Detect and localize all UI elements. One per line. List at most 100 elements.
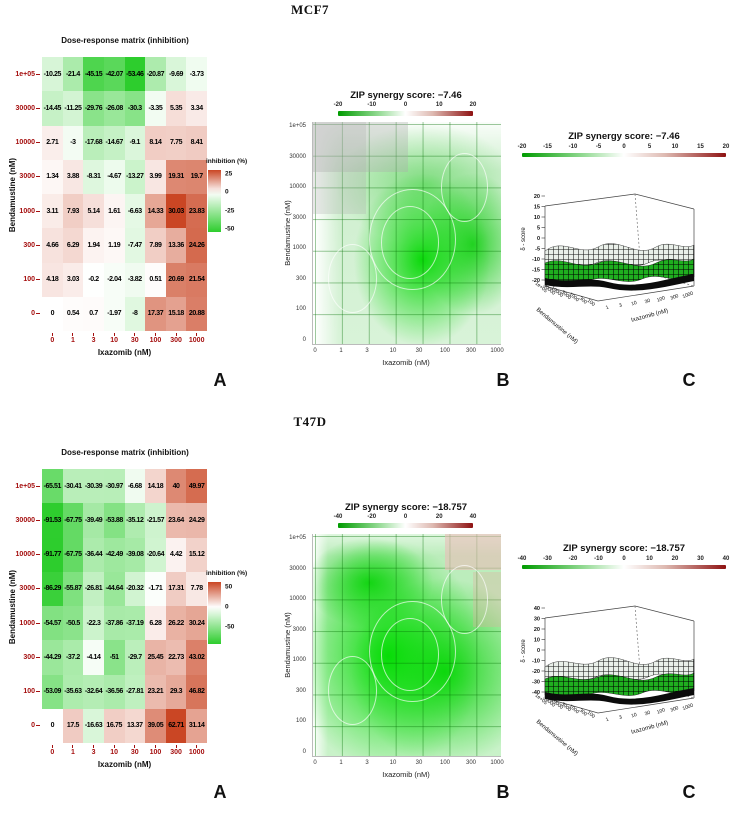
heatmap-cell: 4.66 <box>42 228 63 263</box>
heatmap-cell: 29.3 <box>165 674 187 709</box>
heatmap-cell-value: 1.19 <box>108 241 121 249</box>
heatmap-cell: 17.37 <box>145 296 166 331</box>
heatmap-cell-value: -8.31 <box>86 173 101 181</box>
heatmap-cell-value: -8 <box>132 310 138 318</box>
heatmap-cell: -0.2 <box>83 262 104 297</box>
heatmap-cell: -6.68 <box>124 469 146 504</box>
heatmap-cell: 19.31 <box>165 159 187 194</box>
heatmap-cell: 1.34 <box>42 159 63 194</box>
heatmap-cell: 0 <box>42 708 63 743</box>
heatmap-cell-value: 6.29 <box>66 241 79 249</box>
heatmap-cell-value: -53.46 <box>126 70 144 78</box>
heatmap-col-label: 100 <box>145 333 166 346</box>
surface-z-tick-label: 20 <box>534 194 540 200</box>
surface-colorbar <box>522 565 726 569</box>
heatmap-cell-value: 19.31 <box>168 173 184 181</box>
surface-z-tick-label: -10 <box>532 658 540 664</box>
heatmap-cell: 15.18 <box>165 296 187 331</box>
heatmap-cell-value: 0.7 <box>89 310 98 318</box>
heatmap-cell: -21.4 <box>62 57 84 92</box>
surface-y-axis-label: Bendamustine (nM) <box>535 719 579 757</box>
heatmap-cell-value: 1.94 <box>87 241 100 249</box>
contour-colorbar-tick: 40 <box>469 514 477 520</box>
heatmap-cell: -42.49 <box>103 537 125 572</box>
heatmap-cell: 20.88 <box>186 296 207 331</box>
heatmap-cell-value: -22.3 <box>86 619 101 627</box>
contour-x-tick: 0 <box>313 760 317 766</box>
contour-x-tick-labels: 0 1 3 10 30 100 300 1000 <box>312 347 503 355</box>
heatmap-cell: -55.87 <box>62 571 84 606</box>
heatmap-row-label: 300 <box>0 228 40 262</box>
heatmap-cell: 13.37 <box>124 708 146 743</box>
heatmap-cell-value: 3.88 <box>66 173 79 181</box>
heatmap-cell-value: -67.75 <box>64 516 82 524</box>
heatmap-row-label: 30000 <box>0 91 40 125</box>
contour-y-tick: 3000 <box>292 214 306 221</box>
heatmap-cell: 49.97 <box>186 469 207 504</box>
contour-x-tick: 3 <box>365 760 369 766</box>
contour-y-tick: 100 <box>295 718 306 725</box>
panel-mcf7: MCF7 Dose-response matrix (inhibition) B… <box>0 2 729 390</box>
contour-x-tick: 300 <box>465 348 477 354</box>
contour-title: ZIP synergy score: −7.46 <box>350 90 462 101</box>
surface-y-tick-label: 1000 <box>568 704 581 716</box>
heatmap-cell-value: -37.86 <box>105 619 123 627</box>
heatmap-cell: 17.31 <box>165 571 187 606</box>
heatmap-cell: -65.51 <box>42 469 63 504</box>
heatmap-col-label: 1000 <box>186 333 207 346</box>
heatmap-cell: -32.64 <box>83 674 104 709</box>
heatmap-cell-value: -51 <box>109 653 119 661</box>
surface-z-tick-label: 0 <box>537 236 540 242</box>
heatmap-cell: 3.34 <box>186 91 207 126</box>
heatmap-cell: 8.41 <box>186 125 207 160</box>
heatmap-cell-value: -20.87 <box>146 70 165 78</box>
heatmap-cell-value: 0.54 <box>66 310 79 318</box>
heatmap-row-label: 1e+05 <box>0 469 40 503</box>
heatmap-cell-value: 3.34 <box>190 104 203 112</box>
contour-colorbar-tick: -20 <box>333 102 343 108</box>
heatmap-cell-value: 30.03 <box>168 207 184 215</box>
panel-t47d: T47D Dose-response matrix (inhibition) B… <box>0 412 730 823</box>
heatmap-col-labels: 0 1 3 10 30 100 300 1000 <box>42 745 207 758</box>
heatmap-cell: 3.11 <box>42 194 63 229</box>
heatmap-cell: 0.54 <box>62 296 84 331</box>
heatmap-cell: -54.57 <box>42 606 63 641</box>
heatmap-cell-value: 3.03 <box>66 276 79 284</box>
heatmap-cell-value: 17.37 <box>147 310 164 318</box>
heatmap-cell: -7.47 <box>124 228 146 263</box>
heatmap-cell: -6.63 <box>124 194 146 229</box>
heatmap-cell: -91.53 <box>42 503 63 538</box>
heatmap-cell-value: 43.02 <box>188 653 205 661</box>
surface-z-tick-label: -10 <box>532 257 540 263</box>
heatmap-cell: -86.29 <box>42 571 63 606</box>
heatmap-cell-value: -4.14 <box>86 653 101 661</box>
surface-x-axis-label: Ixazomib (nM) <box>631 720 669 736</box>
heatmap-grid: -65.51 -30.41 -30.39 -30.97 -6.68 14.18 40 49.9… <box>42 469 207 743</box>
heatmap-cell-value: -1.71 <box>148 585 163 593</box>
contour-y-tick: 1000 <box>292 245 306 252</box>
heatmap-cell: 14.33 <box>145 194 166 229</box>
heatmap-cell-value: -45.15 <box>84 70 103 78</box>
surface-colorbar <box>522 153 726 157</box>
heatmap-col-label: 30 <box>125 333 146 346</box>
heatmap-cell-value: -54.57 <box>43 619 62 627</box>
heatmap-cell: -3.82 <box>124 262 146 297</box>
contour-ring <box>380 618 440 692</box>
contour-colorbar-tick: -10 <box>367 102 377 108</box>
heatmap-cell: -1.71 <box>145 571 166 606</box>
synergy-contour-plot: ZIP synergy score: −18.757 -40 -20 0 20 40 B… <box>280 490 532 790</box>
surface-y-tick-label: 300 <box>578 708 588 718</box>
surface-colorbar-tick: 15 <box>697 144 704 150</box>
heatmap-row-label: 30000 <box>0 503 40 537</box>
heatmap-cell-value: 24.29 <box>188 516 205 524</box>
heatmap-cell-value: -91.53 <box>43 516 62 524</box>
surface-x-tick-label: 1000 <box>682 290 695 300</box>
heatmap-cell-value: 25.45 <box>147 653 164 661</box>
surface-x-tick-label: 300 <box>670 293 680 302</box>
heatmap-cell: -4.67 <box>103 159 125 194</box>
heatmap-cell-value: -0.2 <box>88 276 99 284</box>
surface-colorbar-ticks: -40 -30 -20 -10 0 10 20 30 40 <box>518 556 730 563</box>
heatmap-cell: -2.04 <box>103 262 125 297</box>
panel-letter-c: C <box>682 782 696 802</box>
surface-z-tick-label: -5 <box>535 246 540 252</box>
